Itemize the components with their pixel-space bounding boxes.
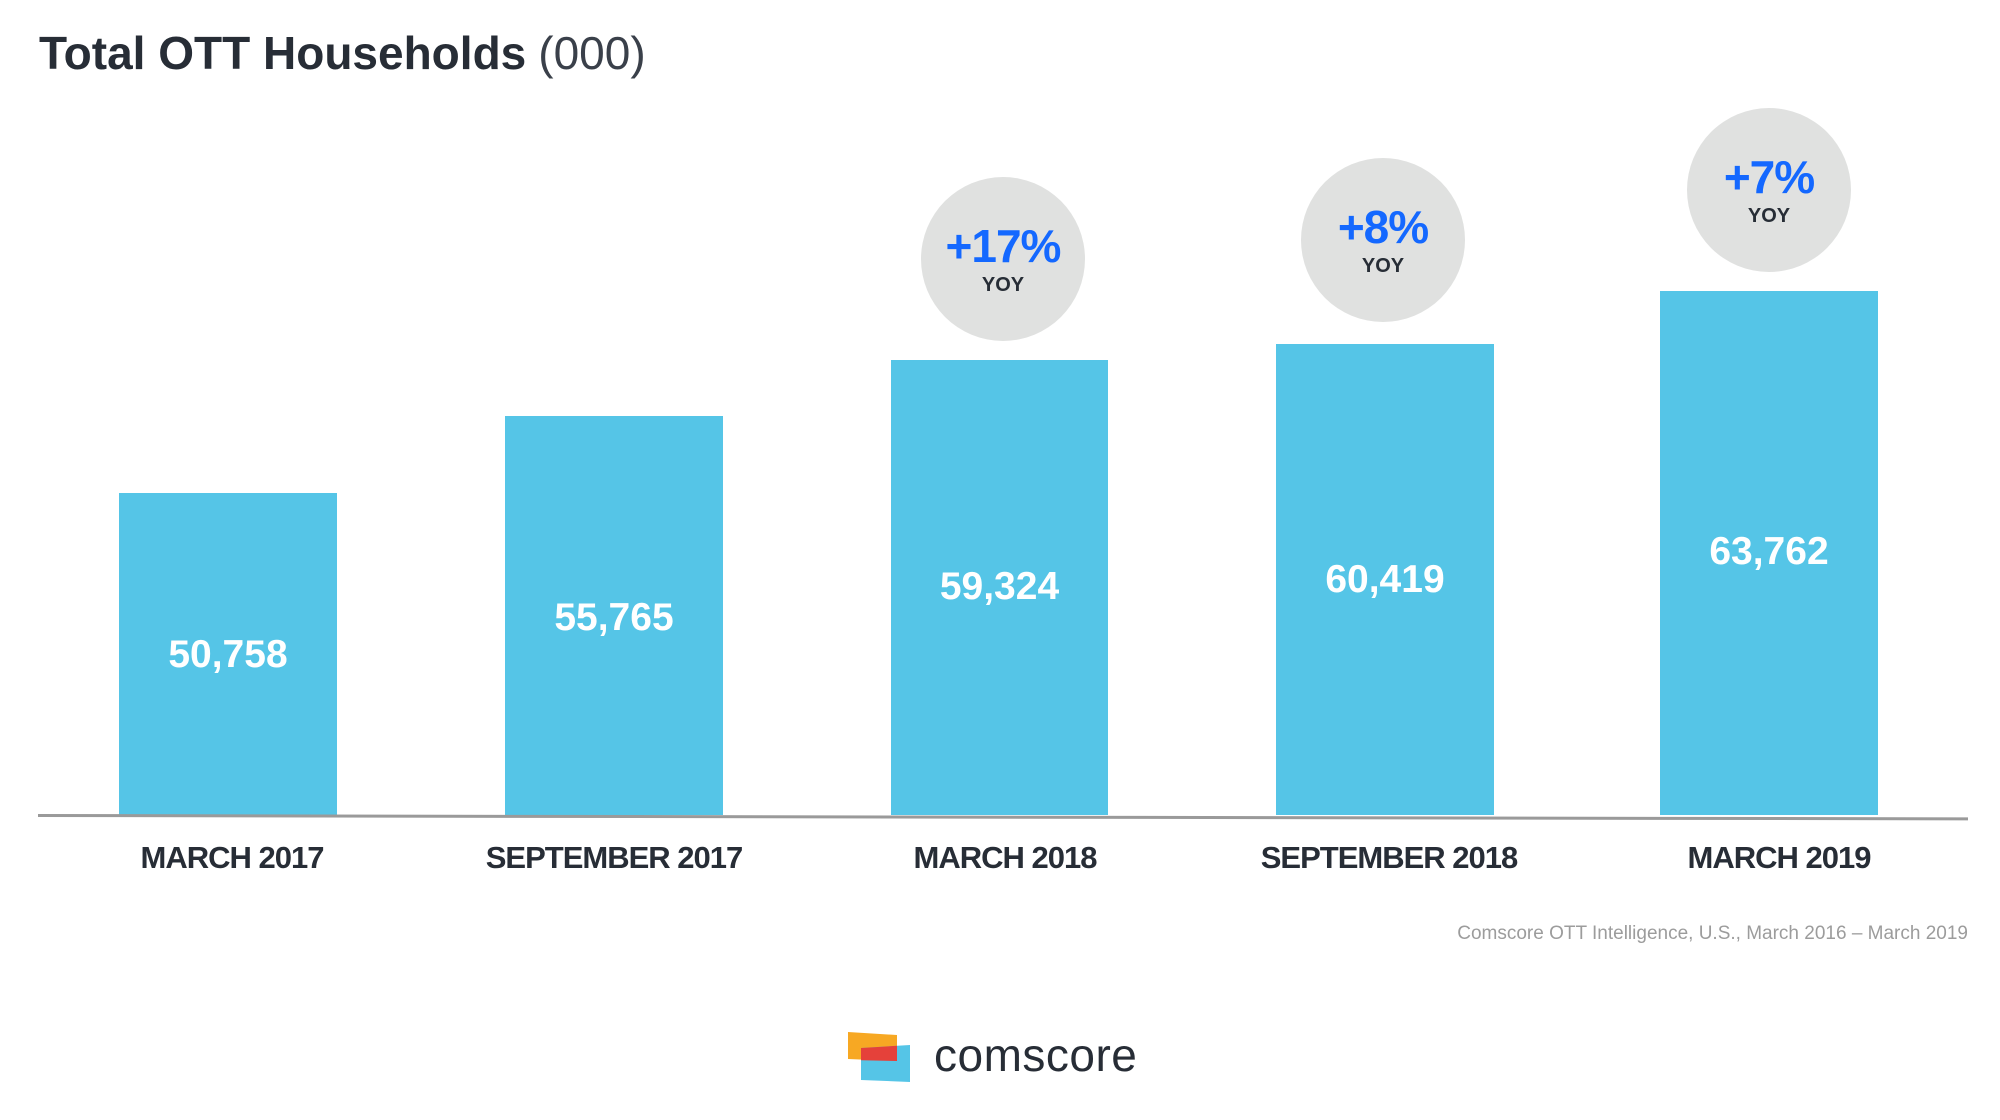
comscore-logo: comscore xyxy=(846,1028,1176,1088)
yoy-percent: +7% xyxy=(1723,151,1815,203)
category-label-march-2019: MARCH 2019 xyxy=(1687,840,1872,875)
bar-value: 55,765 xyxy=(554,596,674,639)
bar-value: 63,762 xyxy=(1709,530,1829,573)
comscore-logo-icon xyxy=(848,1032,910,1082)
category-label-september-2018: SEPTEMBER 2018 xyxy=(1260,840,1519,875)
bar-value: 60,419 xyxy=(1325,558,1445,601)
yoy-percent: +17% xyxy=(945,220,1062,272)
bar-march-2019: 63,762 xyxy=(1660,291,1878,815)
bar-march-2017: 50,758 xyxy=(119,493,337,815)
yoy-percent: +8% xyxy=(1337,201,1429,253)
chart-title: Total OTT Households (000) xyxy=(39,26,646,80)
yoy-label: YOY xyxy=(981,274,1025,296)
source-note: Comscore OTT Intelligence, U.S., March 2… xyxy=(1457,923,1968,944)
category-label-september-2017: SEPTEMBER 2017 xyxy=(485,840,744,875)
category-label-march-2017: MARCH 2017 xyxy=(140,840,325,875)
yoy-badge-september-2018: +8% YOY xyxy=(1301,158,1465,322)
bar-september-2018: 60,419 xyxy=(1276,344,1494,815)
comscore-logo-text: comscore xyxy=(934,1029,1138,1081)
chart-title-unit: (000) xyxy=(538,27,646,79)
chart-title-main: Total OTT Households xyxy=(39,27,527,79)
bar-march-2018: 59,324 xyxy=(891,360,1108,815)
yoy-label: YOY xyxy=(1361,255,1405,277)
yoy-label: YOY xyxy=(1747,205,1791,227)
category-label-march-2018: MARCH 2018 xyxy=(913,840,1098,875)
bar-value: 59,324 xyxy=(939,565,1060,608)
bar-value: 50,758 xyxy=(168,633,288,676)
bar-september-2017: 55,765 xyxy=(505,416,723,815)
yoy-badge-march-2019: +7% YOY xyxy=(1687,108,1851,272)
yoy-badge-march-2018: +17% YOY xyxy=(921,177,1085,341)
